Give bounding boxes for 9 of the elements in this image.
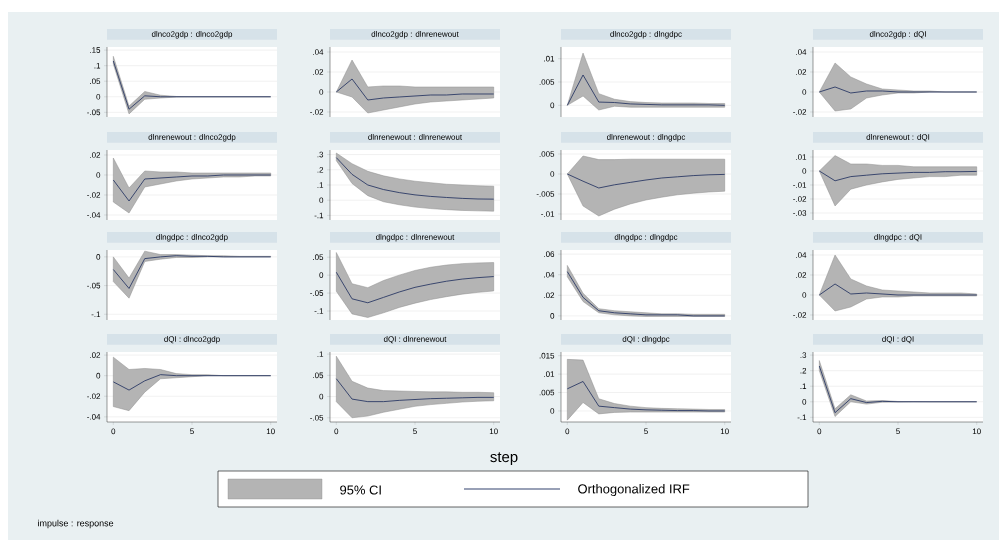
line-series xyxy=(335,157,495,200)
line-series xyxy=(335,378,495,403)
line-series xyxy=(335,271,495,304)
line-series xyxy=(566,173,726,189)
text: step xyxy=(490,452,518,466)
text: Orthogonalized IRF xyxy=(578,483,690,497)
text: impulse : response xyxy=(38,519,114,529)
line-series xyxy=(818,170,978,182)
text: 95% CI xyxy=(340,485,381,495)
